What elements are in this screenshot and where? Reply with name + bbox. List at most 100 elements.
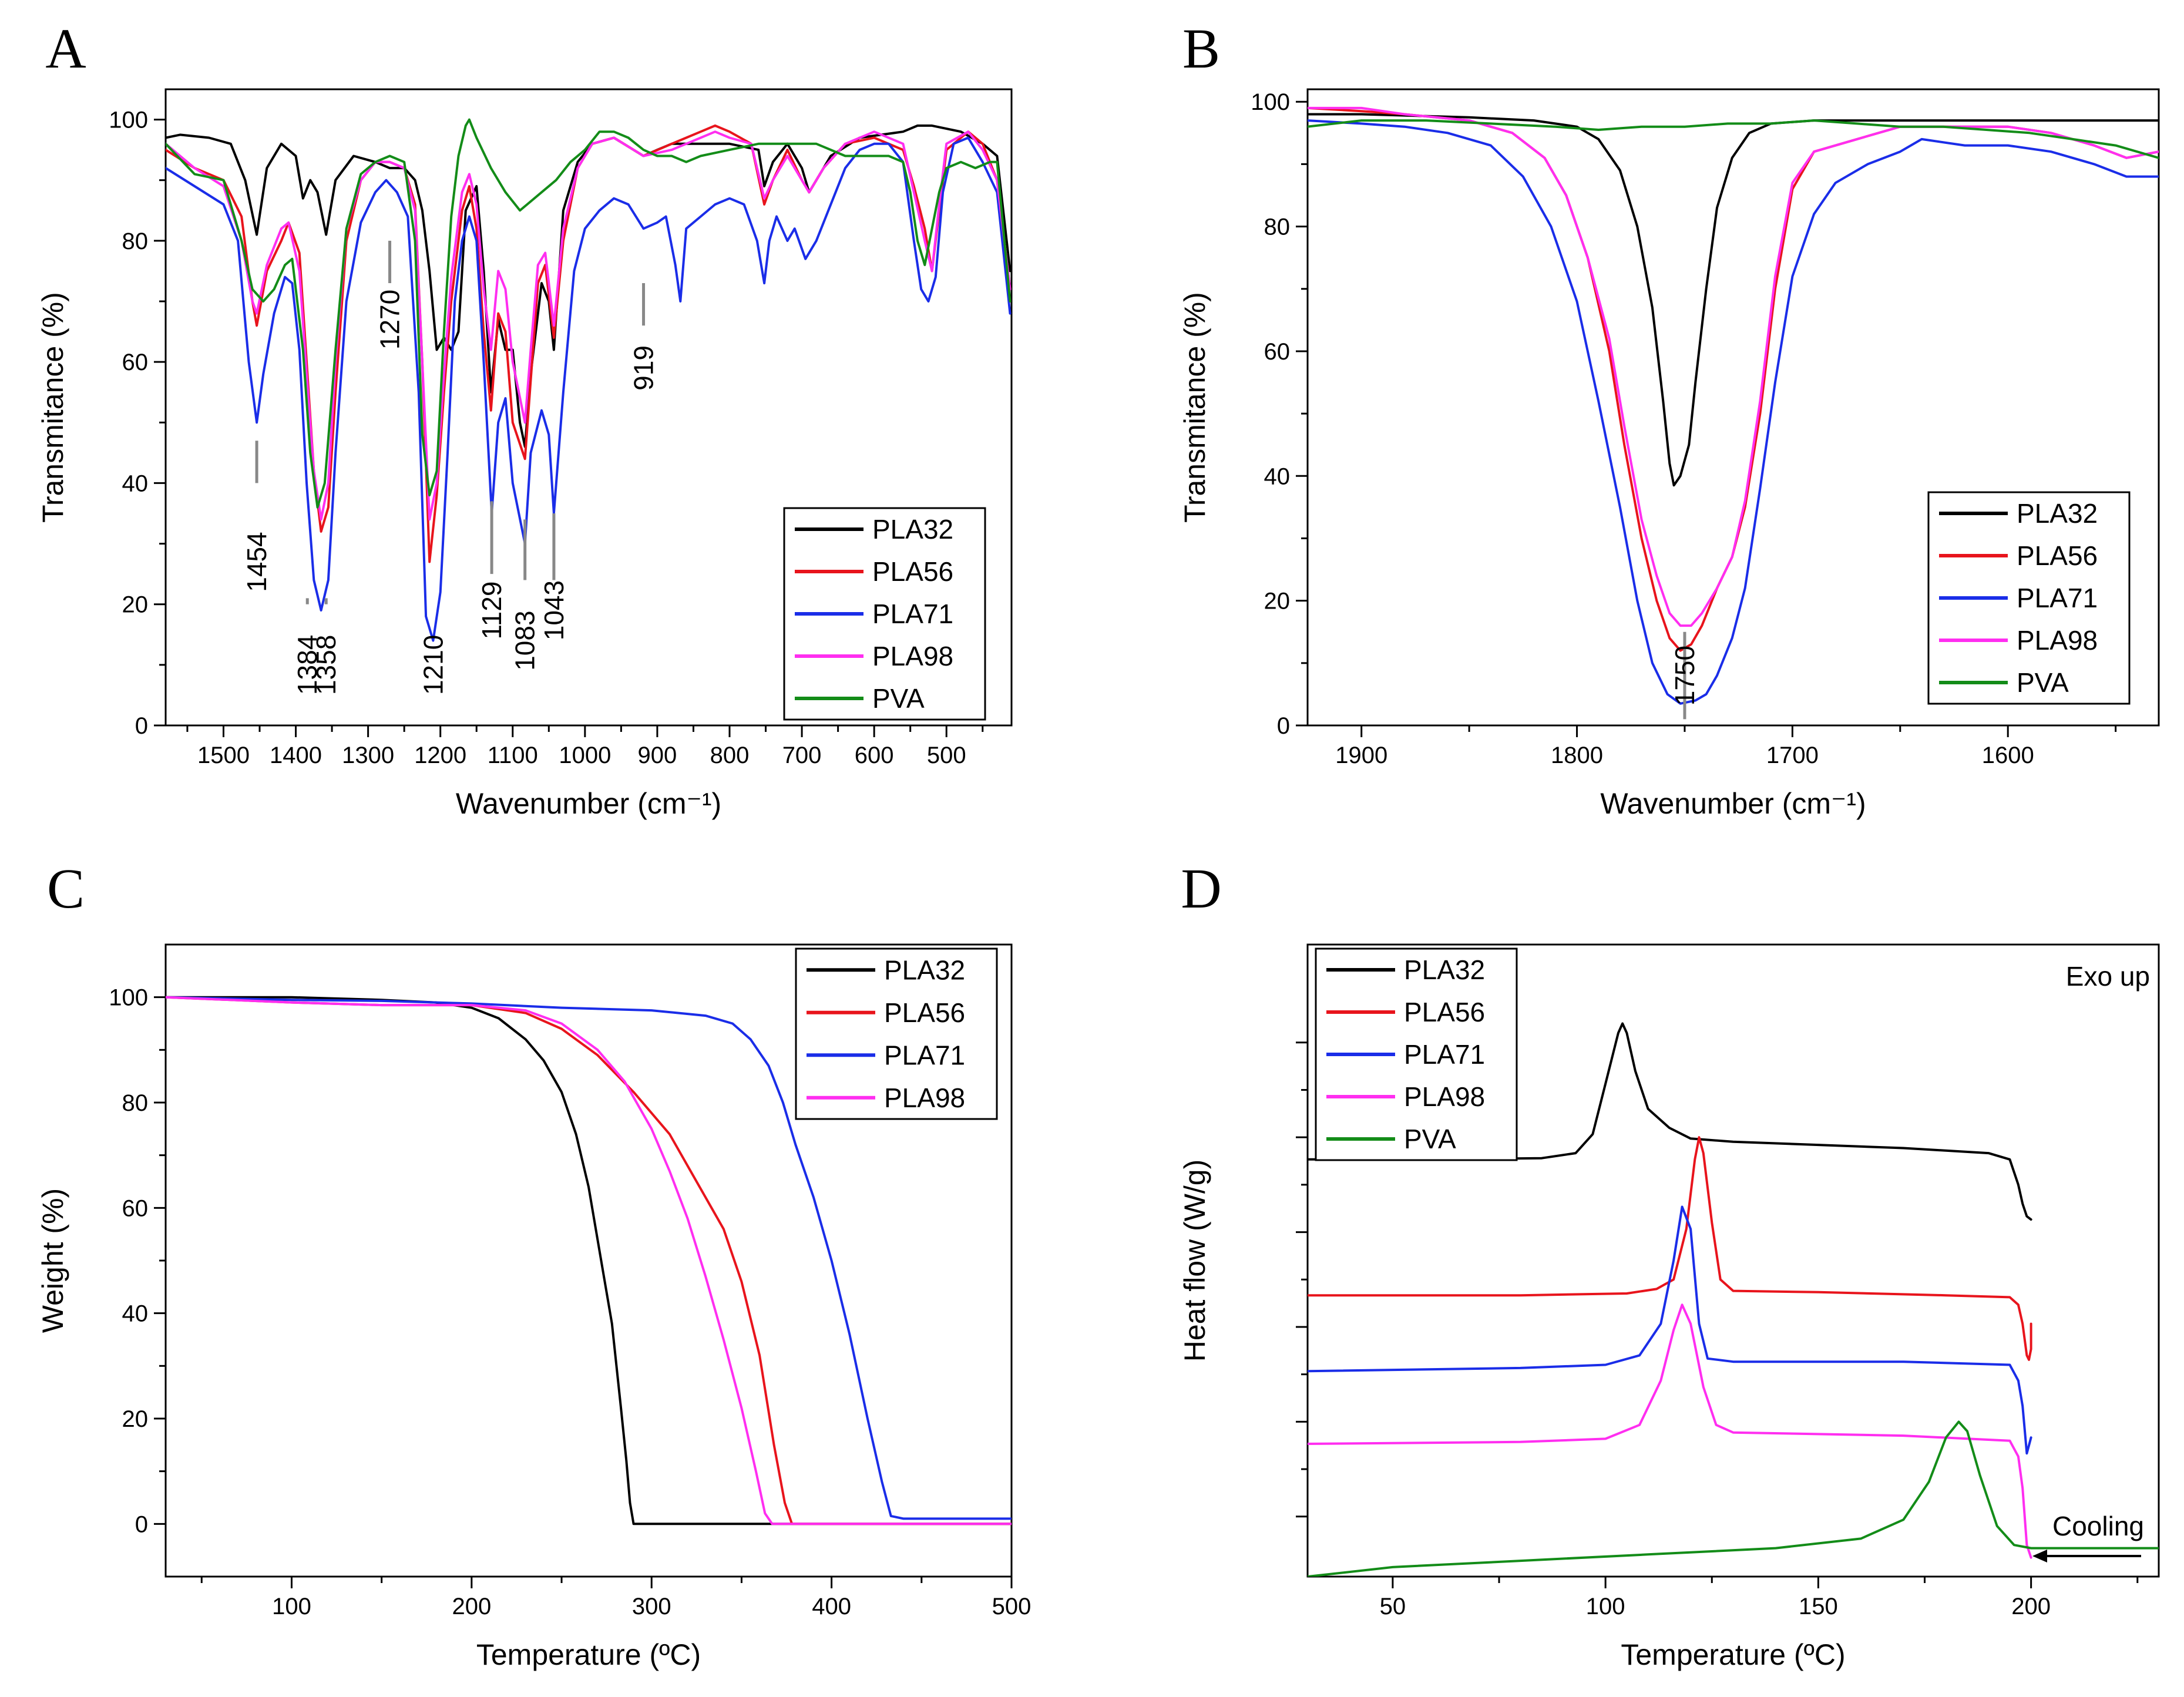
x-tick-label: 1600 <box>1982 742 2034 768</box>
x-tick-label: 500 <box>992 1594 1031 1619</box>
x-axis-title: Temperature (ºC) <box>476 1638 701 1671</box>
x-tick-label: 300 <box>632 1594 671 1619</box>
peak-label-1210: 1210 <box>418 635 448 695</box>
panel-label: A <box>45 17 86 80</box>
legend-label-pla71: PLA71 <box>872 599 953 629</box>
legend-label-pla32: PLA32 <box>1404 955 1485 985</box>
legend-label-pla98: PLA98 <box>1404 1081 1485 1112</box>
y-tick-label: 0 <box>1277 713 1290 739</box>
x-axis-title: Temperature (ºC) <box>1621 1638 1845 1671</box>
cooling-label: Cooling <box>2052 1511 2144 1541</box>
peak-label-1129: 1129 <box>476 582 507 640</box>
legend-label-pla56: PLA56 <box>884 997 965 1028</box>
legend: PLA32 PLA56 PLA71 PLA98 PVA <box>783 507 986 721</box>
series-group <box>1308 1022 2159 1577</box>
cooling-arrow-head <box>2032 1550 2047 1562</box>
legend-label-pla71: PLA71 <box>884 1040 965 1070</box>
legend-label-pla71: PLA71 <box>1404 1039 1485 1070</box>
x-tick-label: 1800 <box>1551 742 1603 768</box>
x-tick-label: 600 <box>855 742 894 768</box>
plot-frame <box>1306 88 2160 727</box>
x-tick-label: 700 <box>782 742 822 768</box>
legend: PLA32 PLA56 PLA71 PLA98 PVA <box>1927 491 2131 705</box>
x-tick-label: 1500 <box>197 742 250 768</box>
legend-label-pva: PVA <box>872 683 925 714</box>
x-tick-label: 400 <box>812 1594 851 1619</box>
y-tick-label: 80 <box>122 228 149 254</box>
y-tick-label: 100 <box>1251 89 1290 115</box>
x-tick-label: 200 <box>2011 1594 2051 1619</box>
peak-label-1358: 1358 <box>311 635 341 695</box>
legend-label-pla56: PLA56 <box>872 556 953 587</box>
annotations: 1750 <box>1669 631 1700 720</box>
peak-label-1384: 1384 <box>292 635 322 695</box>
series-line-pla71 <box>1308 1205 2032 1455</box>
y-tick-label: 20 <box>122 1406 149 1432</box>
series-line-pla98 <box>166 996 1012 1525</box>
plot-frame <box>164 88 1013 727</box>
series-line-pla98 <box>1308 1303 2032 1559</box>
legend-box <box>795 947 998 1120</box>
y-tick-label: 60 <box>122 350 149 375</box>
plot-frame <box>1306 943 2160 1578</box>
legend-label-pla32: PLA32 <box>884 955 965 985</box>
panel-d-dsc-curves: D 50 100 150 200 Temperature (ºC) Heat flow (W… <box>1178 857 2160 1671</box>
series-line-pva <box>1308 1420 2159 1577</box>
series-line-pla56 <box>166 124 1012 563</box>
y-tick-label: 40 <box>122 1301 149 1327</box>
y-tick-label: 60 <box>1264 339 1291 365</box>
exo-up-label: Exo up <box>2066 961 2150 992</box>
legend: PLA32 PLA56 PLA71 PLA98 PVA <box>1315 947 1518 1161</box>
y-tick-label: 60 <box>122 1195 149 1221</box>
series-line-pla32 <box>1308 113 2159 487</box>
annotations: Exo up Cooling <box>2032 961 2150 1562</box>
series-line-pla98 <box>166 130 1012 521</box>
legend-label-pla56: PLA56 <box>1404 997 1485 1027</box>
x-tick-label: 150 <box>1799 1594 1838 1619</box>
y-tick-label: 80 <box>1264 214 1291 240</box>
x-tick-label: 1200 <box>414 742 466 768</box>
y-axis-title: Transmitance (%) <box>1178 292 1211 523</box>
x-tick-label: 1900 <box>1335 742 1387 768</box>
x-tick-label: 1000 <box>559 742 611 768</box>
legend-label-pla32: PLA32 <box>872 514 953 545</box>
legend-label-pla32: PLA32 <box>2017 498 2098 529</box>
legend-label-pva: PVA <box>1404 1124 1456 1154</box>
x-tick-label: 1100 <box>488 742 538 768</box>
series-line-pla71 <box>1308 119 2159 705</box>
y-tick-label: 20 <box>1264 589 1291 614</box>
y-tick-label: 20 <box>122 592 149 618</box>
x-tick-label: 1300 <box>342 742 394 768</box>
y-tick-label: 0 <box>135 713 148 739</box>
panel-label: B <box>1182 17 1220 80</box>
legend-label-pla98: PLA98 <box>2017 625 2098 656</box>
x-tick-label: 100 <box>1586 1594 1625 1619</box>
x-tick-label: 200 <box>452 1594 491 1619</box>
peak-label-1043: 1043 <box>539 580 569 640</box>
peak-label-1270: 1270 <box>375 290 405 350</box>
legend-label-pla98: PLA98 <box>872 641 953 671</box>
y-axis-title: Transmitance (%) <box>36 292 69 523</box>
series-line-pva <box>166 118 1012 509</box>
peak-label-1454: 1454 <box>241 532 272 592</box>
x-tick-label: 1400 <box>270 742 322 768</box>
legend-label-pva: PVA <box>2017 667 2069 698</box>
panel-label: D <box>1181 857 1221 920</box>
series-line-pva <box>1308 119 2159 159</box>
x-axis-title: Wavenumber (cm⁻¹) <box>1600 787 1866 820</box>
x-tick-label: 800 <box>710 742 750 768</box>
series-line-pla32 <box>166 124 1012 448</box>
y-axis-title: Weight (%) <box>36 1188 69 1333</box>
legend-label-pla56: PLA56 <box>2017 540 2098 571</box>
peak-label-919: 919 <box>629 345 659 391</box>
x-tick-label: 900 <box>638 742 677 768</box>
y-tick-label: 80 <box>122 1090 149 1116</box>
legend-label-pla71: PLA71 <box>2017 583 2098 613</box>
y-axis-title: Heat flow (W/g) <box>1178 1160 1211 1362</box>
legend: PLA32 PLA56 PLA71 PLA98 <box>795 947 998 1120</box>
panel-c-tga-curves: C 100 200 300 400 500 0 20 40 60 80 100 Temperature … <box>36 857 1031 1671</box>
peak-label-1750: 1750 <box>1669 646 1700 705</box>
